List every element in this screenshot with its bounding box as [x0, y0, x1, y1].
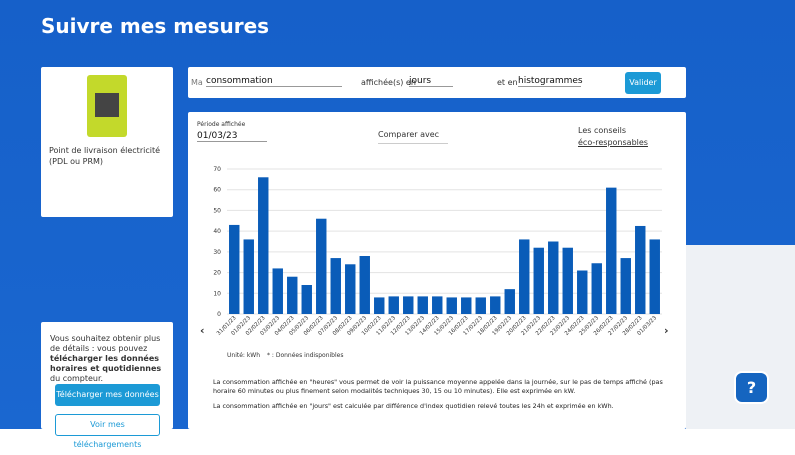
- next-arrow[interactable]: ›: [664, 324, 669, 337]
- bar: [301, 285, 312, 314]
- text: du compteur.: [50, 374, 104, 383]
- submit-button[interactable]: Valider: [625, 72, 661, 94]
- meter-screen: [95, 93, 119, 117]
- bar: [504, 289, 515, 314]
- page-title: Suivre mes mesures: [41, 14, 270, 38]
- y-tick-label: 50: [213, 207, 221, 214]
- label: et en: [497, 78, 518, 87]
- tips-link[interactable]: éco-responsables: [578, 138, 648, 147]
- bar: [591, 263, 602, 314]
- unit-select[interactable]: jours: [409, 76, 453, 87]
- period-select[interactable]: 01/03/23: [197, 131, 267, 142]
- compare-label[interactable]: Comparer avec: [378, 130, 440, 139]
- bar: [403, 296, 414, 314]
- bar: [577, 270, 588, 314]
- bar: [432, 296, 443, 314]
- bar: [417, 296, 428, 314]
- bar: [388, 296, 399, 314]
- bar: [345, 264, 356, 314]
- bar: [606, 187, 617, 314]
- bar: [272, 268, 283, 314]
- chart-panel: Période affichée 01/03/23 Comparer avec …: [188, 112, 686, 429]
- bar: [533, 247, 544, 314]
- y-tick-label: 0: [217, 311, 221, 318]
- meter-icon: [87, 75, 127, 137]
- filter-bar: Ma consommation affichée(s) en jours et …: [188, 67, 686, 98]
- y-tick-label: 60: [213, 187, 221, 194]
- text: Vous souhaitez obtenir plus de détails :…: [50, 334, 161, 353]
- compare-underline: [378, 143, 448, 144]
- bar: [475, 297, 486, 314]
- bar: [446, 297, 457, 314]
- y-tick-label: 70: [213, 166, 221, 173]
- text-bold: télécharger les données horaires et quot…: [50, 354, 162, 373]
- bar: [243, 239, 254, 314]
- missing-note: * : Données indisponibles: [267, 352, 344, 359]
- display-select[interactable]: histogrammes: [518, 76, 583, 87]
- period-label: Période affichée: [197, 121, 246, 128]
- y-tick-label: 30: [213, 249, 221, 256]
- meter-label: Point de livraison électricité (PDL ou P…: [49, 146, 161, 166]
- bar: [374, 297, 385, 314]
- bar: [330, 258, 341, 314]
- downloads-link[interactable]: Voir mes téléchargements: [55, 414, 160, 449]
- note: La consommation affichée en "heures" vou…: [213, 378, 663, 395]
- measure-select[interactable]: consommation: [206, 76, 342, 87]
- help-button[interactable]: ?: [734, 371, 769, 404]
- prev-arrow[interactable]: ‹: [200, 324, 205, 337]
- download-card: Vous souhaitez obtenir plus de détails :…: [41, 322, 173, 449]
- bar: [461, 297, 472, 314]
- bar: [229, 224, 240, 314]
- download-text: Vous souhaitez obtenir plus de détails :…: [50, 334, 168, 384]
- tips-line: Les conseils: [578, 126, 627, 135]
- bar: [620, 258, 631, 314]
- bar: [287, 276, 298, 314]
- meter-card[interactable]: Point de livraison électricité (PDL ou P…: [41, 67, 173, 217]
- bar: [258, 177, 269, 314]
- bar: [562, 247, 573, 314]
- label: affichée(s) en: [361, 78, 416, 87]
- bar: [548, 241, 559, 314]
- y-tick-label: 10: [213, 290, 221, 297]
- bar: [649, 239, 660, 314]
- y-tick-label: 40: [213, 228, 221, 235]
- bar: [635, 225, 646, 314]
- bar: [490, 296, 501, 314]
- chart: ‹ › 01020304050607031/01/2301/02/2302/02…: [200, 166, 669, 337]
- note: La consommation affichée en "jours" est …: [213, 402, 614, 410]
- label: Ma: [191, 78, 203, 87]
- y-tick-label: 20: [213, 270, 221, 277]
- download-button[interactable]: Télécharger mes données: [55, 384, 160, 406]
- bar: [359, 256, 370, 314]
- bar: [316, 218, 327, 314]
- unit-note: Unité: kWh: [227, 352, 261, 359]
- bar: [519, 239, 530, 314]
